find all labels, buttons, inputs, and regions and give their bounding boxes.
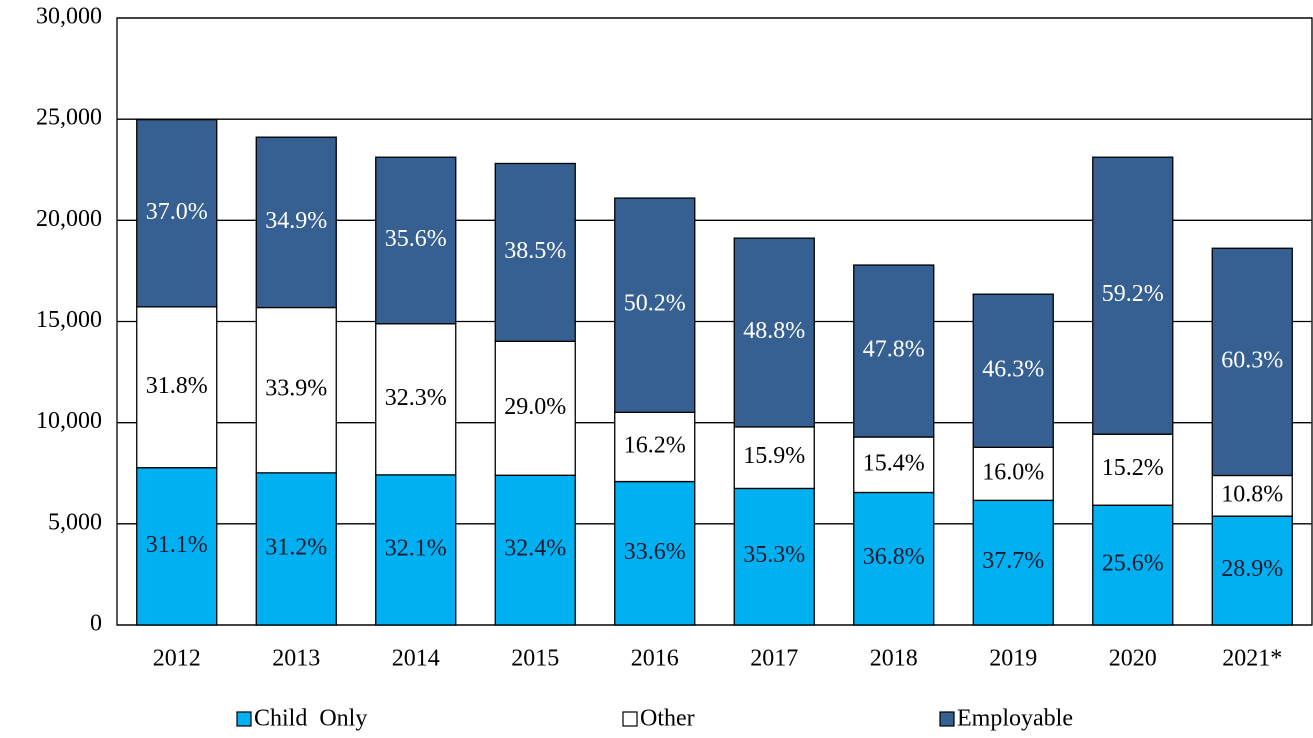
data-label: 15.9% xyxy=(743,443,805,469)
x-tick-label: 2014 xyxy=(392,646,440,672)
data-label: 59.2% xyxy=(1102,281,1164,307)
x-tick-label: 2018 xyxy=(870,646,918,672)
y-tick-label: 5,000 xyxy=(48,509,102,535)
bar-segment xyxy=(375,156,457,325)
data-label: 37.0% xyxy=(146,199,208,225)
bar-segment xyxy=(136,306,218,469)
bar-segment xyxy=(1211,247,1293,477)
x-tick-label: 2017 xyxy=(750,646,798,672)
bar-segment xyxy=(733,487,815,626)
data-label: 32.3% xyxy=(385,385,447,411)
bar-segment xyxy=(972,446,1054,502)
bar-segment xyxy=(255,472,337,626)
data-label: 36.8% xyxy=(863,544,925,570)
data-label: 15.4% xyxy=(863,450,925,476)
data-label: 16.0% xyxy=(982,459,1044,485)
bar-segment xyxy=(853,264,935,438)
plot-border xyxy=(116,17,1313,626)
x-tick-label: 2019 xyxy=(989,646,1037,672)
data-label: 33.9% xyxy=(265,376,327,402)
bar-segment xyxy=(853,436,935,494)
data-label: 60.3% xyxy=(1221,347,1283,373)
data-label: 29.0% xyxy=(504,394,566,420)
data-label: 35.6% xyxy=(385,226,447,252)
data-label: 50.2% xyxy=(624,291,686,317)
y-tick-label: 10,000 xyxy=(36,408,102,434)
legend-label: Child Only xyxy=(254,706,367,732)
x-tick-label: 2015 xyxy=(511,646,559,672)
legend-swatch xyxy=(939,711,955,727)
bar-segment xyxy=(494,340,576,476)
bar-segment xyxy=(136,467,218,626)
data-label: 31.1% xyxy=(146,532,208,558)
data-label: 33.6% xyxy=(624,539,686,565)
bar-segment xyxy=(1092,433,1174,506)
bar-segment xyxy=(136,119,218,308)
data-label: 48.8% xyxy=(743,318,805,344)
bar-segment xyxy=(255,136,337,309)
x-tick-label: 2016 xyxy=(631,646,679,672)
x-tick-label: 2020 xyxy=(1109,646,1157,672)
x-tick-label: 2021* xyxy=(1222,646,1282,672)
data-label: 34.9% xyxy=(265,208,327,234)
x-tick-label: 2013 xyxy=(272,646,320,672)
data-label: 38.5% xyxy=(504,238,566,264)
x-tick-label: 2012 xyxy=(153,646,201,672)
legend-swatch xyxy=(622,711,638,727)
data-label: 46.3% xyxy=(982,356,1044,382)
bar-segment xyxy=(614,411,696,483)
y-tick-label: 0 xyxy=(90,611,102,637)
bar-segment xyxy=(853,491,935,626)
y-tick-label: 20,000 xyxy=(36,206,102,232)
data-label: 10.8% xyxy=(1221,481,1283,507)
data-label: 31.8% xyxy=(146,373,208,399)
data-label: 35.3% xyxy=(743,542,805,568)
data-label: 32.4% xyxy=(504,536,566,562)
bar-segment xyxy=(255,306,337,474)
bar-segment xyxy=(733,237,815,428)
bar-segment xyxy=(1092,156,1174,435)
bar-segment xyxy=(614,197,696,413)
data-label: 15.2% xyxy=(1102,455,1164,481)
legend-label: Other xyxy=(640,706,695,732)
bar-segment xyxy=(494,162,576,342)
data-label: 31.2% xyxy=(265,534,327,560)
legend-label: Employable xyxy=(957,706,1073,732)
data-label: 25.6% xyxy=(1102,551,1164,577)
y-tick-label: 25,000 xyxy=(36,105,102,131)
data-label: 16.2% xyxy=(624,432,686,458)
bar-segment xyxy=(375,474,457,626)
y-tick-label: 15,000 xyxy=(36,307,102,333)
bar-segment xyxy=(1092,504,1174,626)
legend-swatch xyxy=(236,711,252,727)
data-label: 37.7% xyxy=(982,548,1044,574)
data-label: 47.8% xyxy=(863,337,925,363)
bar-segment xyxy=(494,474,576,626)
y-tick-label: 30,000 xyxy=(36,4,102,30)
bar-segment xyxy=(972,293,1054,449)
data-label: 32.1% xyxy=(385,535,447,561)
bar-segment xyxy=(1211,474,1293,517)
bar-segment xyxy=(733,426,815,490)
data-label: 28.9% xyxy=(1221,556,1283,582)
bar-segment xyxy=(375,323,457,476)
